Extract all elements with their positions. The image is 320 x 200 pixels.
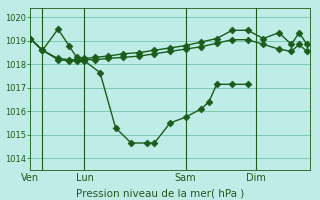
Text: Pression niveau de la mer( hPa ): Pression niveau de la mer( hPa ) (76, 188, 244, 198)
